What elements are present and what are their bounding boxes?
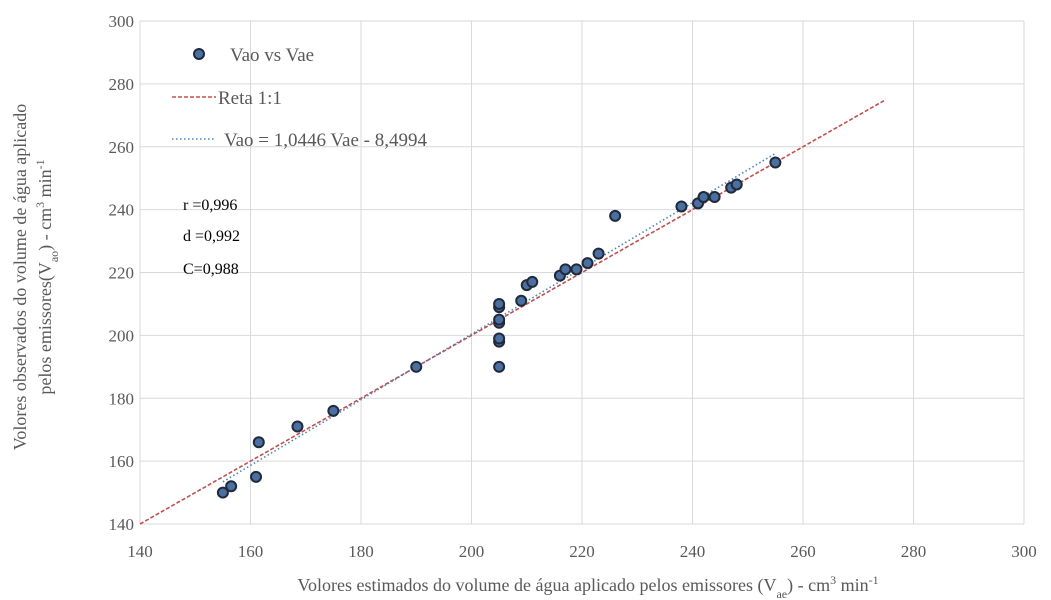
scatter-point — [592, 247, 605, 260]
y-tick-label: 200 — [109, 326, 135, 345]
x-tick-label: 240 — [680, 542, 706, 561]
stat-r: r =0,996 — [183, 197, 237, 214]
scatter-point — [493, 313, 506, 326]
x-tick-label: 160 — [238, 542, 264, 561]
x-tick-label: 200 — [459, 542, 485, 561]
x-axis-ticks: 140 160 180 200 220 240 260 280 300 — [127, 542, 1037, 561]
y-axis-ticks: 140 160 180 200 220 240 260 280 300 — [109, 12, 135, 534]
y-tick-label: 220 — [109, 264, 135, 283]
x-tick-label: 220 — [569, 542, 595, 561]
scatter-point — [291, 420, 304, 433]
y-tick-label: 240 — [109, 201, 135, 220]
scatter-point — [559, 263, 572, 276]
scatter-point — [410, 360, 423, 373]
scatter-point — [252, 436, 265, 449]
y-tick-label: 300 — [109, 12, 135, 31]
y-tick-label: 140 — [109, 515, 135, 534]
scatter-point — [493, 332, 506, 345]
x-tick-label: 300 — [1011, 542, 1037, 561]
scatter-point — [675, 200, 688, 213]
reta-1-1-line — [139, 98, 887, 525]
scatter-point — [493, 360, 506, 373]
legend: Vao vs Vae Reta 1:1 Vao = 1,0446 Vae - 8… — [172, 45, 427, 151]
legend-marker-scatter — [193, 48, 205, 60]
y-tick-label: 280 — [109, 75, 135, 94]
scatter-point — [493, 297, 506, 310]
scatter-point — [570, 263, 583, 276]
scatter-point — [250, 470, 263, 483]
grid-lines — [139, 20, 1025, 525]
scatter-point — [526, 275, 539, 288]
stats-annotations: r =0,996 d =0,992 C=0,988 — [183, 197, 240, 278]
y-axis-title-line1: Volores observados do volume de água apl… — [10, 104, 30, 451]
x-axis-title: Volores estimados do volume de água apli… — [297, 573, 878, 600]
x-tick-label: 280 — [901, 542, 927, 561]
legend-label-reta: Reta 1:1 — [218, 88, 282, 109]
y-axis-title-line2: pelos emissores(Vao) - cm3 min-1 — [33, 159, 61, 394]
scatter-point — [581, 257, 594, 270]
scatter-point — [769, 156, 782, 169]
scatter-point — [327, 404, 340, 417]
scatter-point — [697, 191, 710, 204]
legend-label-scatter: Vao vs Vae — [230, 45, 314, 66]
x-tick-label: 140 — [127, 542, 153, 561]
y-tick-label: 180 — [109, 389, 135, 408]
x-tick-label: 180 — [348, 542, 374, 561]
x-tick-label: 260 — [790, 542, 816, 561]
scatter-point — [708, 191, 721, 204]
stat-c: C=0,988 — [183, 261, 239, 278]
stat-d: d =0,992 — [183, 228, 240, 245]
y-tick-label: 160 — [109, 452, 135, 471]
scatter-point — [216, 486, 229, 499]
y-tick-label: 260 — [109, 138, 135, 157]
scatter-point — [730, 178, 743, 191]
scatter-point — [609, 209, 622, 222]
data-points — [216, 156, 782, 499]
legend-label-regression: Vao = 1,0446 Vae - 8,4994 — [224, 130, 427, 151]
scatter-point — [225, 480, 238, 493]
scatter-point — [515, 294, 528, 307]
